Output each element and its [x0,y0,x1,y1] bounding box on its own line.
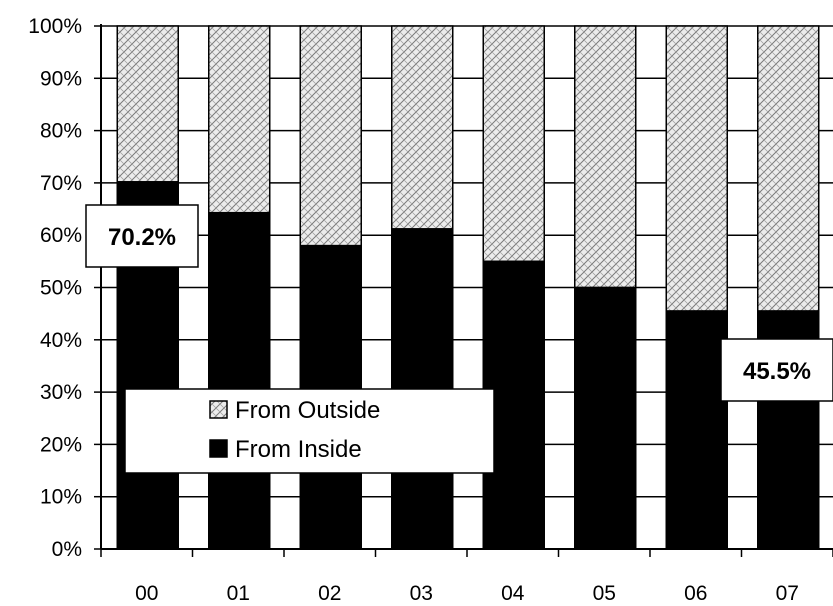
bar-from-outside-03 [391,25,454,230]
legend-swatch [209,400,228,419]
y-tick-label: 70% [40,172,82,195]
x-tick-label: 04 [501,582,525,605]
legend-label: From Inside [235,436,362,463]
bar-from-outside-04 [482,25,545,263]
y-tick-label: 80% [40,120,82,143]
callouts: 70.2% 45.5% [85,204,833,402]
legend-swatch [209,439,228,458]
legend-label: From Outside [235,397,380,424]
y-tick-label: 0% [52,538,82,561]
data-callout-label: 70.2% [108,224,176,251]
legend: From Outside From Inside [124,388,495,474]
bar-from-inside-06 [665,310,728,550]
y-tick-label: 20% [40,433,82,456]
y-tick-label: 90% [40,67,82,90]
y-axis-ticks: 0% 10% 20% 30% 40% 50% 60% 70% 80% 90% 100% [28,15,101,561]
x-tick-label: 05 [593,582,616,605]
bar-from-outside-01 [208,25,271,214]
bar-from-outside-00 [116,25,179,183]
y-tick-label: 60% [40,224,82,247]
y-tick-label: 100% [28,15,82,38]
x-tick-label: 07 [776,582,799,605]
x-tick-label: 06 [684,582,707,605]
y-tick-label: 40% [40,329,82,352]
x-tick-label: 03 [410,582,433,605]
bar-from-inside-05 [574,286,637,550]
legend-box [124,388,495,474]
data-callout-label: 45.5% [743,358,811,385]
y-tick-label: 10% [40,486,82,509]
bar-from-inside-01 [208,211,271,550]
y-tick-label: 50% [40,277,82,300]
bar-from-outside-07 [757,25,820,312]
bar-from-outside-05 [574,25,637,289]
data-callout-box [720,338,833,402]
x-tick-label: 01 [227,582,250,605]
bar-from-outside-06 [665,25,728,312]
bar-from-outside-02 [299,25,362,247]
bars [116,25,820,550]
x-tick-label: 02 [318,582,341,605]
y-tick-label: 30% [40,381,82,404]
data-callout-box [85,204,199,268]
x-tick-label: 00 [135,582,158,605]
x-axis-ticks: 00 01 02 03 04 05 06 07 [100,549,833,605]
